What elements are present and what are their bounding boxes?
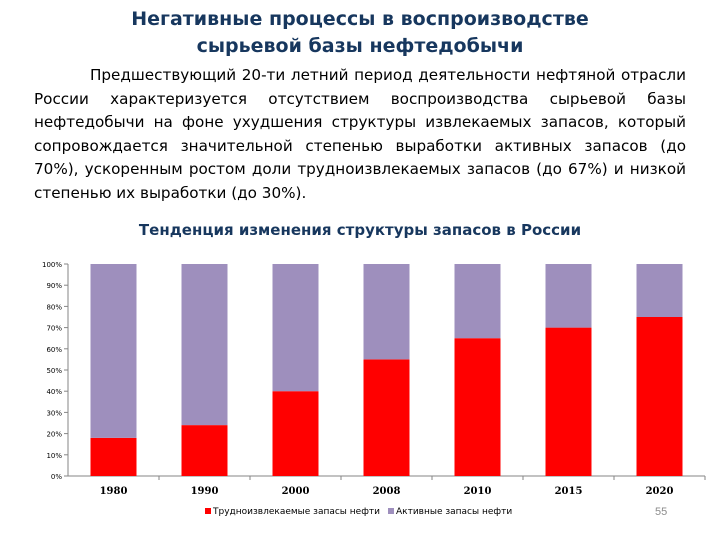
bar-hard-to-recover (272, 391, 319, 476)
y-tick-label: 30% (46, 409, 62, 417)
y-tick-label: 20% (46, 431, 62, 439)
slide-title-line-1: Негативные процессы в воспроизводстве (131, 8, 589, 30)
y-tick-label: 90% (46, 282, 62, 290)
bar-hard-to-recover (181, 425, 228, 476)
x-tick-label: 1980 (100, 486, 128, 497)
body-paragraph: Предшествующий 20-ти летний период деяте… (34, 66, 686, 202)
bar-hard-to-recover (363, 359, 410, 476)
bar-active (636, 264, 683, 317)
legend-label-hard-to-recover: Трудноизвлекаемые запасы нефти (212, 507, 380, 517)
x-tick-label: 2015 (555, 486, 583, 497)
x-tick-label: 2020 (646, 486, 674, 497)
x-tick-label: 1990 (191, 486, 219, 497)
y-tick-label: 50% (46, 367, 62, 375)
y-tick-label: 70% (46, 325, 62, 333)
bar-active (363, 264, 410, 360)
x-tick-label: 2008 (373, 486, 401, 497)
chart-title: Тенденция изменения структуры запасов в … (138, 221, 582, 239)
bar-hard-to-recover (545, 327, 592, 476)
y-tick-label: 60% (46, 346, 62, 354)
slide-title: Негативные процессы в воспроизводстве сы… (0, 6, 720, 60)
y-tick-label: 100% (42, 261, 62, 269)
bar-hard-to-recover (636, 317, 683, 476)
bar-active (181, 264, 228, 426)
bar-active (545, 264, 592, 328)
y-tick-label: 80% (46, 303, 62, 311)
slide-number: 55 (655, 506, 668, 518)
legend-swatch-hard-to-recover (205, 508, 211, 514)
slide-title-line-2: сырьевой базы нефтедобычи (196, 35, 524, 57)
bar-active (272, 264, 319, 392)
x-tick-label: 2000 (282, 486, 310, 497)
y-tick-label: 10% (46, 452, 62, 460)
x-tick-label: 2010 (464, 486, 492, 497)
y-tick-label: 40% (46, 388, 62, 396)
bar-active (454, 264, 501, 339)
y-tick-label: 0% (51, 473, 62, 481)
legend-swatch-active (387, 508, 394, 514)
bar-hard-to-recover (454, 338, 501, 476)
bar-hard-to-recover (90, 437, 137, 476)
legend-label-active: Активные запасы нефти (396, 507, 512, 517)
bar-active (90, 264, 137, 438)
